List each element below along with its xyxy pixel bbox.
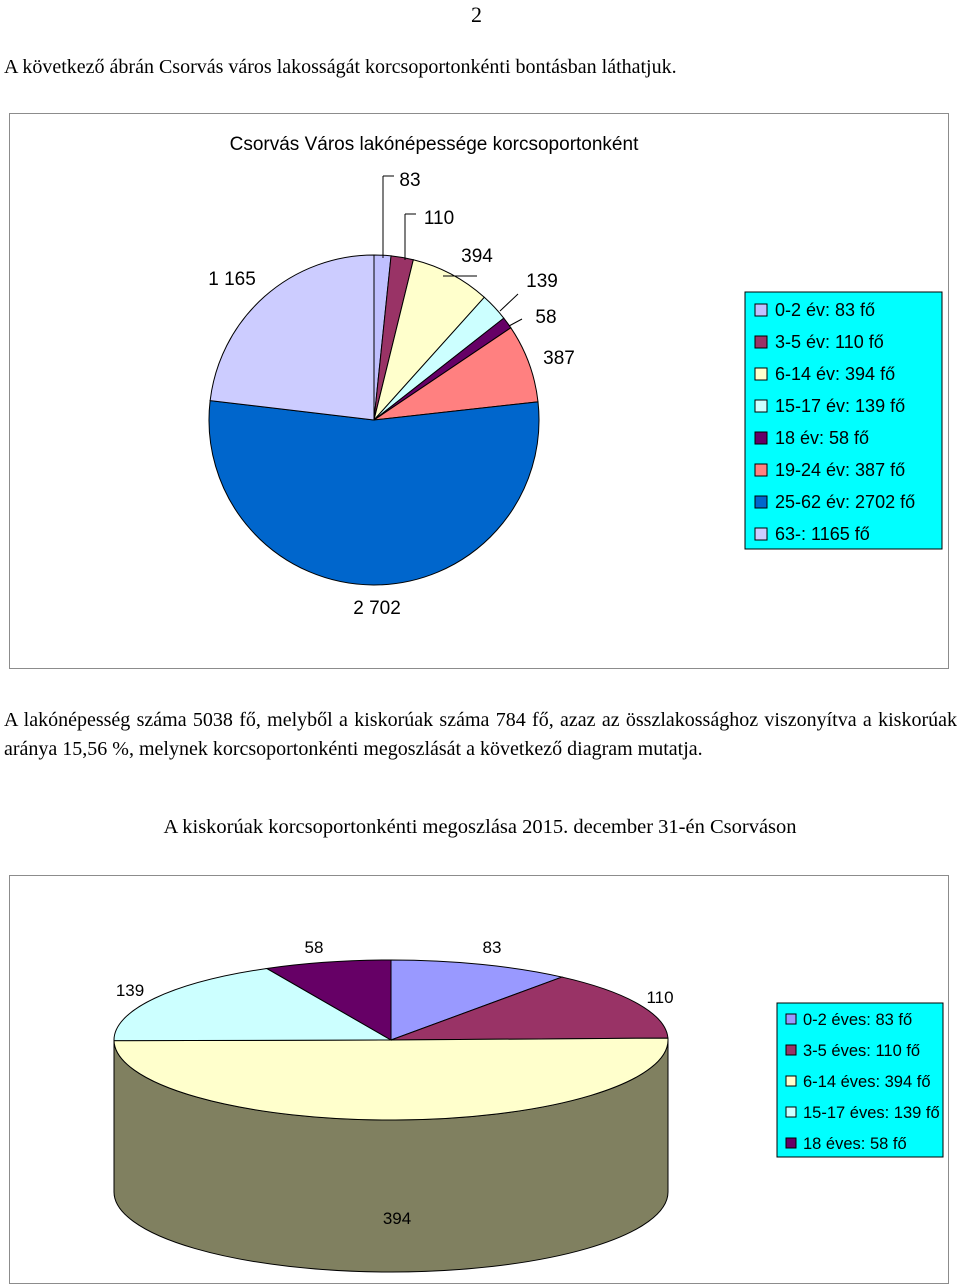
legend-box	[744, 291, 943, 550]
legend-swatch-15-17-ves	[785, 1106, 797, 1118]
legend-label-63: 63-: 1165 fő	[775, 524, 870, 544]
minors-pie-svg: 83 110 394 139 58 0-2 éves: 83 fő 3-5 éves: 1…	[113, 938, 944, 1273]
data-label-6-14-v: 394	[461, 246, 493, 267]
legend-swatch-3-5-ves	[785, 1044, 797, 1056]
data-label-0-2-v: 83	[399, 170, 420, 191]
minors-3d-pie-chart: 83 110 394 139 58 0-2 éves: 83 fő 3-5 éves: 1…	[9, 875, 949, 1284]
pie-slice-25-62-v	[208, 400, 540, 586]
pie-slice-0-2-ves	[390, 959, 564, 1041]
legend-swatch-15-17-v	[754, 399, 768, 413]
legend-label-6-14-v: 6-14 év: 394 fő	[775, 364, 895, 384]
data-label-15-17-ves: 139	[116, 981, 144, 1000]
legend-swatch-18-v	[754, 431, 768, 445]
legend-swatch-3-5-v	[754, 335, 768, 349]
leader-line	[508, 318, 523, 327]
data-label-6-14-ves: 394	[383, 1209, 411, 1228]
pie-slice-18-ves	[265, 959, 392, 1041]
legend-swatch-18-ves	[785, 1137, 797, 1149]
legend-label-19-24-v: 19-24 év: 387 fő	[775, 460, 905, 480]
legend-label-15-17-v: 15-17 év: 139 fő	[775, 396, 905, 416]
legend-swatch-0-2-v	[754, 303, 768, 317]
pie-slice-15-17-ves	[113, 967, 393, 1042]
legend-swatch-25-62-v	[754, 495, 768, 509]
pie-slice-3-5-ves	[390, 976, 669, 1041]
body-paragraph: A lakónépesség száma 5038 fő, melyből a …	[4, 709, 957, 760]
data-label-3-5-v: 110	[424, 208, 454, 229]
data-label-63: 1 165	[208, 269, 256, 290]
data-label-19-24-v: 387	[543, 348, 575, 369]
data-label-0-2-ves: 83	[483, 938, 502, 957]
pie-slice-63	[209, 254, 375, 421]
legend-label-3-5-v: 3-5 év: 110 fő	[775, 332, 884, 352]
legend-label-18-ves: 18 éves: 58 fő	[803, 1135, 907, 1153]
chart-caption: A kiskorúak korcsoportonkénti megoszlása…	[163, 816, 797, 838]
page-number: 2	[471, 2, 482, 27]
population-pie-svg: Csorvás Város lakónépessége korcsoporton…	[208, 134, 943, 619]
data-label-25-62-v: 2 702	[353, 598, 401, 619]
data-label-18-v: 58	[535, 307, 556, 328]
intro-text: A következő ábrán Csorvás város lakosság…	[4, 56, 677, 78]
legend-label-6-14-ves: 6-14 éves: 394 fő	[803, 1073, 931, 1091]
legend-label-18-v: 18 év: 58 fő	[775, 428, 869, 448]
chart-legend: 0-2 éves: 83 fő 3-5 éves: 110 fő 6-14 éves…	[776, 1002, 944, 1158]
legend-label-0-2-ves: 0-2 éves: 83 fő	[803, 1011, 912, 1029]
population-pie-chart: Csorvás Város lakónépessége korcsoporton…	[9, 113, 949, 669]
legend-label-15-17-ves: 15-17 éves: 139 fő	[803, 1104, 940, 1122]
leader-line	[499, 293, 519, 312]
legend-box	[776, 1002, 944, 1158]
data-label-15-17-v: 139	[526, 271, 558, 292]
legend-swatch-63	[754, 527, 768, 541]
pie-slice-6-14-ves	[113, 1037, 669, 1121]
legend-swatch-19-24-v	[754, 463, 768, 477]
legend-label-3-5-ves: 3-5 éves: 110 fő	[803, 1042, 920, 1060]
data-label-3-5-ves: 110	[646, 988, 673, 1007]
legend-swatch-6-14-v	[754, 367, 768, 381]
chart-title: Csorvás Város lakónépessége korcsoporton…	[230, 134, 639, 155]
legend-label-25-62-v: 25-62 év: 2702 fő	[775, 492, 915, 512]
chart-legend: 0-2 év: 83 fő 3-5 év: 110 fő 6-14 év: 394 …	[744, 291, 943, 550]
data-label-18-ves: 58	[305, 938, 324, 957]
legend-label-0-2-v: 0-2 év: 83 fő	[775, 300, 875, 320]
legend-swatch-0-2-ves	[785, 1013, 797, 1025]
legend-swatch-6-14-ves	[785, 1075, 797, 1087]
